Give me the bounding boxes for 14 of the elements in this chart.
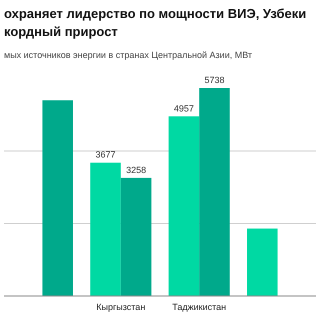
bar xyxy=(120,178,152,296)
bar xyxy=(168,116,200,296)
bar xyxy=(90,162,121,296)
data-label: 5738 xyxy=(204,75,224,85)
chart-subtitle: мых источников энергии в странах Центральной Азии, МВт xyxy=(4,50,252,60)
data-label: 4957 xyxy=(174,103,194,114)
data-label: 3677 xyxy=(96,150,116,160)
x-tick-label: Кыргызстан xyxy=(96,302,146,312)
x-tick-label: Таджикистан xyxy=(172,302,226,312)
chart-title: охраняет лидерство по мощности ВИЭ, Узбеки кордный прирост xyxy=(4,6,306,39)
bar xyxy=(42,100,73,296)
bar xyxy=(199,88,230,296)
data-label: 3258 xyxy=(126,164,146,175)
bar xyxy=(247,228,278,296)
